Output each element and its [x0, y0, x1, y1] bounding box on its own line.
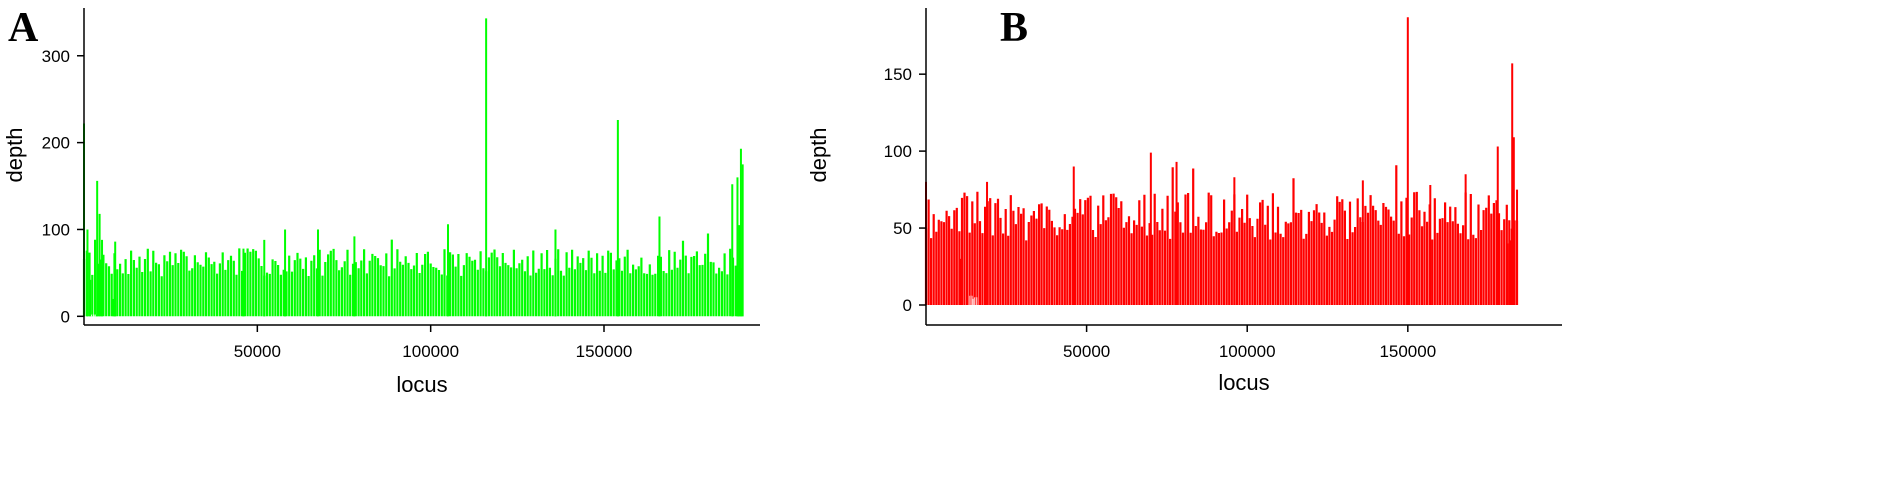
- y-ticks-a: 0 100 200 300: [42, 47, 84, 326]
- x-ticks-b: 50000 100000 150000: [1063, 325, 1436, 361]
- x-tick-label-b: 50000: [1063, 342, 1110, 361]
- y-tick-label-a: 100: [42, 220, 70, 239]
- y-axis-title-b: depth: [806, 127, 831, 182]
- x-tick-label-b: 100000: [1219, 342, 1276, 361]
- x-tick-label-a: 150000: [576, 342, 633, 361]
- depth-bars-b: [924, 17, 1519, 305]
- y-tick-label-a: 200: [42, 134, 70, 153]
- depth-bars-fill-b: [924, 165, 1519, 305]
- y-ticks-b: 0 50 100 150: [884, 65, 926, 315]
- y-tick-label-b: 0: [903, 296, 912, 315]
- coverage-chart-b: 0 50 100 150 50000 100000 150000 locus depth: [806, 8, 1562, 395]
- depth-bars-fill-a: [82, 233, 743, 317]
- x-ticks-a: 50000 100000 150000: [234, 325, 633, 361]
- y-tick-label-a: 300: [42, 47, 70, 66]
- panel-a: A 0 100 200 300 50000 100000 150000 locus dep…: [2, 5, 760, 397]
- panel-letter-a: A: [8, 5, 39, 51]
- x-axis-title-b: locus: [1218, 370, 1269, 395]
- panel-b: B 0 50 100 150 50000 100000 150000 locus dept…: [806, 0, 1902, 481]
- y-tick-label-b: 150: [884, 65, 912, 84]
- x-tick-label-b: 150000: [1379, 342, 1436, 361]
- y-tick-label-b: 100: [884, 142, 912, 161]
- y-tick-label-b: 50: [893, 219, 912, 238]
- panel-letter-b: B: [1000, 5, 1029, 51]
- depth-bars-a: [82, 18, 744, 317]
- x-tick-label-a: 50000: [234, 342, 281, 361]
- x-tick-label-a: 100000: [402, 342, 459, 361]
- coverage-chart-a: 0 100 200 300 50000 100000 150000 locus depth: [2, 8, 760, 397]
- y-axis-title-a: depth: [2, 127, 27, 182]
- y-tick-label-a: 0: [61, 307, 70, 326]
- x-axis-title-a: locus: [396, 372, 447, 397]
